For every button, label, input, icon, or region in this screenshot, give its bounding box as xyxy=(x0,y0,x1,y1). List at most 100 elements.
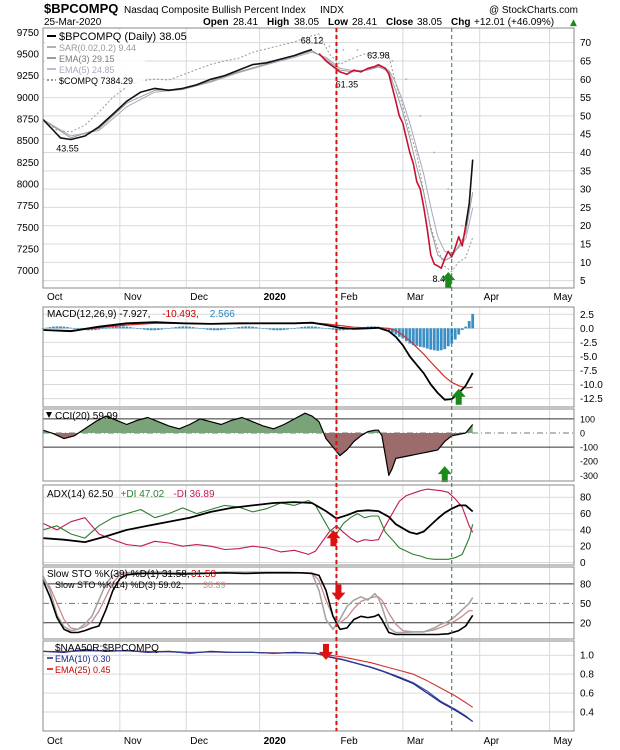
macd-legend: 2.566 xyxy=(210,309,235,320)
macd-histogram-bar xyxy=(436,328,440,351)
month-label: Feb xyxy=(340,736,358,747)
macd-histogram-bar xyxy=(300,326,303,329)
macd-histogram-bar xyxy=(125,326,129,329)
macd-legend: -10.493, xyxy=(162,309,199,320)
sar-dot xyxy=(328,45,331,48)
macd-histogram-bar xyxy=(142,328,146,330)
macd-histogram-bar xyxy=(422,328,426,348)
macd-histogram-bar xyxy=(394,328,398,335)
left-tick-label: 7750 xyxy=(17,201,40,212)
y-tick-label: 2.5 xyxy=(580,310,594,321)
macd-histogram-bar xyxy=(97,328,101,330)
sto39-k-line xyxy=(42,572,474,636)
y-tick-label: 0.6 xyxy=(580,689,594,700)
macd-histogram-bar xyxy=(317,327,321,329)
legend-entry: Slow STO %K(39) %D(1) 31.58, xyxy=(47,569,190,580)
macd-histogram-bar xyxy=(453,328,457,340)
macd-histogram-bar xyxy=(314,326,317,329)
date-label: 25-Mar-2020 xyxy=(44,17,102,28)
bp-line-red xyxy=(318,53,467,269)
y-tick-label: 60 xyxy=(580,509,592,520)
buy-arrow-icon xyxy=(451,388,466,405)
y-tick-label: -7.5 xyxy=(580,366,598,377)
y-tick-label: 20 xyxy=(580,221,592,232)
chart-header: $BPCOMPQ Nasdaq Composite Bullish Percen… xyxy=(44,1,578,28)
macd-histogram-bar xyxy=(121,326,125,329)
legend-entry: $COMPQ 7384.29 xyxy=(59,76,133,86)
legend-entry: EMA(25) 0.45 xyxy=(55,665,111,675)
macd-histogram-bar xyxy=(237,327,241,329)
macd-histogram-bar xyxy=(467,321,471,329)
y-tick-label: 60 xyxy=(580,75,592,86)
plus-di-line xyxy=(42,499,474,560)
macd-histogram-bar xyxy=(387,328,391,332)
macd-histogram-bar xyxy=(90,328,94,331)
y-tick-label: 15 xyxy=(580,240,592,251)
month-label: May xyxy=(554,736,573,747)
month-label: Mar xyxy=(407,736,425,747)
y-tick-label: 70 xyxy=(580,38,592,49)
symbol-title: $BPCOMPQ xyxy=(44,1,118,16)
copyright: @ StockCharts.com xyxy=(489,5,578,16)
left-tick-label: 9000 xyxy=(17,93,40,104)
macd-histogram-bar xyxy=(233,327,237,329)
macd-histogram-bar xyxy=(418,328,422,347)
macd-histogram-bar xyxy=(59,326,62,329)
cci-positive-area xyxy=(78,413,324,433)
y-tick-label: 45 xyxy=(580,130,592,141)
macd-histogram-bar xyxy=(450,328,454,344)
macd-legend: MACD(12,26,9) -7.927, xyxy=(47,309,150,320)
y-tick-label: 30 xyxy=(580,185,592,196)
buy-arrow-icon xyxy=(437,466,452,483)
macd-histogram-bar xyxy=(328,328,331,330)
panel-frame xyxy=(42,484,575,566)
cci-negative-area xyxy=(51,433,79,439)
macd-histogram-bar xyxy=(432,328,436,351)
sar-dot xyxy=(370,52,373,55)
adx-panel: 80 60 40 20 0 ADX(14) 62.50 +DI 47.02 -DI 36.89 xyxy=(42,484,592,569)
macd-histogram-bar xyxy=(170,327,174,329)
low-value: 28.41 xyxy=(352,17,377,28)
left-tick-label: 8000 xyxy=(17,180,40,191)
macd-histogram-bar xyxy=(429,328,433,350)
y-tick-label: 0.8 xyxy=(580,670,594,681)
collapse-icon[interactable] xyxy=(46,412,52,418)
adx-legend: -DI 36.89 xyxy=(173,489,215,500)
y-tick-label: 40 xyxy=(580,525,592,536)
macd-histogram-bar xyxy=(471,313,475,329)
macd-histogram-bar xyxy=(254,327,258,329)
macd-line xyxy=(42,321,474,401)
macd-histogram-bar xyxy=(268,328,272,330)
macd-histogram-bar xyxy=(411,328,415,346)
y-tick-label: -12.5 xyxy=(580,394,603,405)
macd-histogram-bar xyxy=(181,326,185,329)
price-panel: 9750 9500 9250 9000 8750 8500 8250 8000 7750 7500… xyxy=(17,27,592,303)
close-label: Close xyxy=(386,17,414,28)
signal-vlines xyxy=(335,28,453,731)
cci-positive-area xyxy=(365,430,381,433)
y-tick-label: 20 xyxy=(580,542,592,553)
month-label: Oct xyxy=(47,736,63,747)
macd-histogram-bar xyxy=(279,328,282,331)
month-label: Apr xyxy=(484,292,500,303)
sto14-k-line xyxy=(42,571,474,634)
macd-histogram-bar xyxy=(94,328,97,331)
sar-dot xyxy=(391,60,394,62)
y-tick-label: 1.0 xyxy=(580,651,594,662)
macd-histogram-bar xyxy=(324,328,328,329)
price-annotation: 8.42 xyxy=(432,274,450,284)
macd-histogram-bar xyxy=(55,326,59,329)
legend-entry: 38.39 xyxy=(203,580,226,590)
macd-histogram-bar xyxy=(439,328,443,351)
sell-arrow-icon xyxy=(318,643,333,660)
index-name: Nasdaq Composite Bullish Percent Index xyxy=(124,5,306,16)
high-value: 38.05 xyxy=(294,17,319,28)
cci-negative-area xyxy=(380,433,466,476)
macd-histogram-bar xyxy=(275,328,279,331)
left-tick-label: 7500 xyxy=(17,223,40,234)
month-label: Apr xyxy=(484,736,500,747)
legend-entry: $BPCOMPQ (Daily) 38.05 xyxy=(59,31,187,43)
bp-line xyxy=(464,159,474,226)
